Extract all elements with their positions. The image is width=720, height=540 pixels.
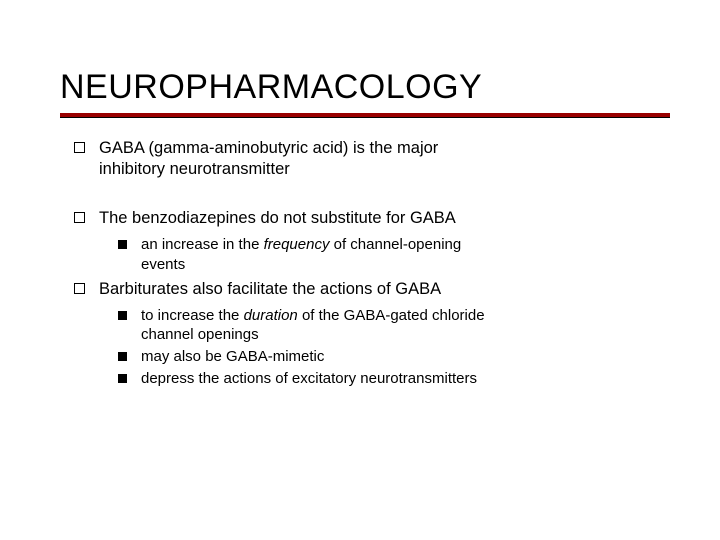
t: an increase in the <box>141 236 264 253</box>
bullet-text: GABA (gamma-aminobutyric acid) is the ma… <box>99 138 670 180</box>
line: inhibitory neurotransmitter <box>99 160 290 178</box>
square-solid-icon <box>118 352 127 361</box>
bullet-benzo: The benzodiazepines do not substitute fo… <box>74 208 670 229</box>
square-solid-icon <box>118 311 127 320</box>
title-rule-thin <box>60 117 670 118</box>
sub-text: an increase in the frequency of channel-… <box>141 235 670 273</box>
square-outline-icon <box>74 212 85 223</box>
subbullet-barb-duration: to increase the duration of the GABA-gat… <box>118 306 670 344</box>
bullet-text: The benzodiazepines do not substitute fo… <box>99 208 670 229</box>
subbullet-barb-mimetic: may also be GABA-mimetic <box>118 347 670 366</box>
t-em: frequency <box>264 236 330 253</box>
square-outline-icon <box>74 142 85 153</box>
slide-title: NEUROPHARMACOLOGY <box>60 68 670 107</box>
bullet-barbiturates: Barbiturates also facilitate the actions… <box>74 279 670 300</box>
subbullet-benzo-frequency: an increase in the frequency of channel-… <box>118 235 670 273</box>
bullet-gaba: GABA (gamma-aminobutyric acid) is the ma… <box>74 138 670 180</box>
slide: NEUROPHARMACOLOGY GABA (gamma-aminobutyr… <box>0 0 720 422</box>
t: of channel-opening <box>329 236 461 253</box>
square-solid-icon <box>118 374 127 383</box>
bullet-text: Barbiturates also facilitate the actions… <box>99 279 670 300</box>
square-solid-icon <box>118 240 127 249</box>
t: of the GABA-gated chloride <box>298 307 485 324</box>
sub-text: to increase the duration of the GABA-gat… <box>141 306 670 344</box>
t: events <box>141 256 185 273</box>
t: channel openings <box>141 326 259 343</box>
sub-text: may also be GABA-mimetic <box>141 347 670 366</box>
square-outline-icon <box>74 283 85 294</box>
subbullet-barb-depress: depress the actions of excitatory neurot… <box>118 369 670 388</box>
t-em: duration <box>244 307 298 324</box>
line: GABA (gamma-aminobutyric acid) is the ma… <box>99 139 438 157</box>
t: to increase the <box>141 307 244 324</box>
sub-text: depress the actions of excitatory neurot… <box>141 369 670 388</box>
